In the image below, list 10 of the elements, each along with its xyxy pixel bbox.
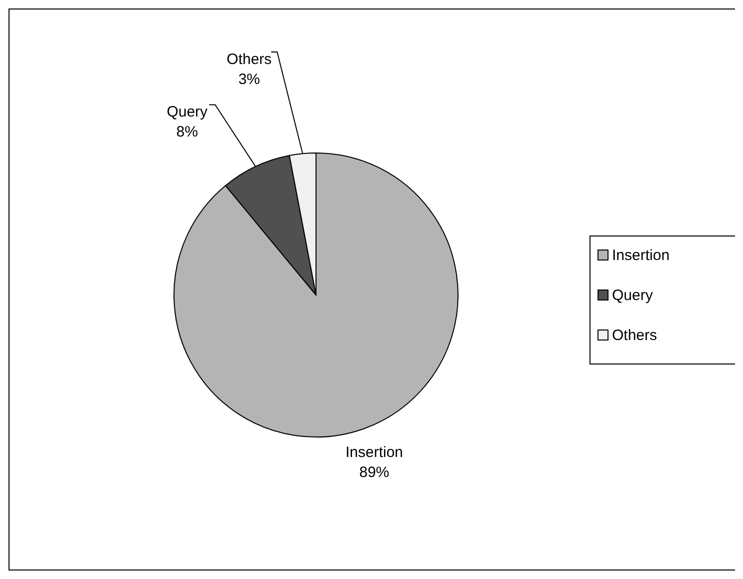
legend-label: Query	[612, 287, 654, 304]
legend-label: Others	[612, 327, 658, 344]
slice-label: Query	[166, 104, 208, 121]
legend-label: Insertion	[612, 247, 670, 264]
slice-label: Insertion	[345, 444, 404, 461]
data-label: 3%	[238, 71, 260, 88]
data-label: 8%	[176, 124, 198, 141]
slice-label: Others	[226, 51, 272, 68]
pie-slice	[174, 152, 458, 438]
data-label: 89%	[359, 464, 390, 481]
